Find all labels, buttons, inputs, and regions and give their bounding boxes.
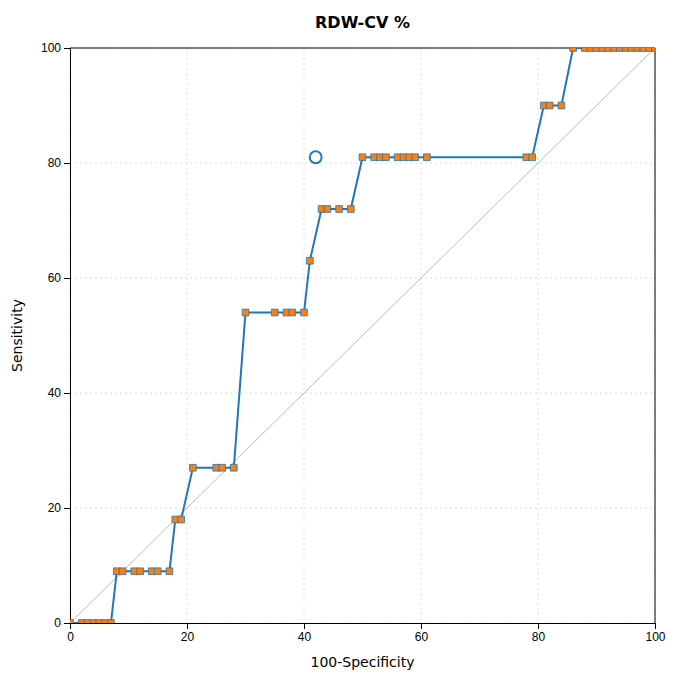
- grid-line-y: [70, 163, 655, 164]
- roc-marker: [383, 154, 390, 161]
- grid-line-y: [70, 508, 655, 509]
- x-axis-tick-mark: [421, 623, 422, 629]
- x-axis: 0 20 40 60 80 100: [67, 623, 666, 644]
- grid-line-x: [655, 48, 656, 623]
- roc-marker: [570, 48, 577, 51]
- roc-marker: [423, 154, 430, 161]
- x-axis-tick-label: 100: [645, 630, 665, 644]
- x-axis-title: 100-Specificity: [311, 654, 415, 670]
- x-axis-tick: 80: [532, 623, 546, 644]
- y-axis-title: Sensitivity: [9, 299, 25, 372]
- roc-marker: [242, 309, 249, 316]
- x-axis-tick: 60: [415, 623, 429, 644]
- title: RDW-CV %: [315, 13, 410, 32]
- roc-marker: [230, 464, 237, 471]
- y-axis-tick: 100: [41, 41, 70, 55]
- roc-marker: [289, 309, 296, 316]
- roc-marker: [306, 257, 313, 264]
- roc-marker: [137, 568, 144, 575]
- x-axis-tick-label: 60: [415, 630, 429, 644]
- roc-marker: [219, 464, 226, 471]
- y-axis-tick: 0: [54, 616, 70, 630]
- roc-marker: [412, 154, 419, 161]
- y-axis-tick-mark: [64, 163, 70, 164]
- x-axis-line: [71, 624, 656, 630]
- y-axis-tick-label: 100: [41, 41, 61, 55]
- grid-line-y: [70, 278, 655, 279]
- x-axis-tick: 0: [67, 623, 74, 644]
- y-axis-tick-label: 20: [48, 501, 62, 515]
- y-axis-tick: 20: [48, 501, 70, 515]
- x-axis-tick-mark: [304, 623, 305, 629]
- roc-marker: [166, 568, 173, 575]
- roc-marker: [119, 568, 126, 575]
- x-axis-tick-mark: [538, 623, 539, 629]
- roc-marker: [529, 154, 536, 161]
- x-axis-tick-mark: [187, 623, 188, 629]
- roc-marker: [271, 309, 278, 316]
- y-axis-line: [64, 49, 71, 624]
- roc-marker: [558, 102, 565, 109]
- reference-line: [70, 48, 655, 623]
- y-axis-tick: 40: [48, 386, 70, 400]
- x-axis-tick-label: 20: [181, 630, 195, 644]
- roc-line: [70, 48, 655, 623]
- roc-marker: [154, 568, 161, 575]
- y-axis-tick-mark: [64, 623, 70, 624]
- x-axis-tick: 40: [298, 623, 312, 644]
- roc-marker: [70, 620, 73, 623]
- y-axis-tick: 60: [48, 271, 70, 285]
- chart: 0 20 40 60 80 100 0 20 40 60 80 100 RDW-CV % 100-Spec…: [0, 0, 683, 685]
- roc-marker: [336, 206, 343, 213]
- grid-line-x: [304, 48, 305, 623]
- optimal-point: [310, 151, 322, 163]
- marks: [70, 48, 655, 623]
- x-axis-tick: 100: [645, 623, 665, 644]
- y-axis-tick-label: 40: [48, 386, 62, 400]
- grid-line-y: [70, 393, 655, 394]
- y-axis-tick: 80: [48, 156, 70, 170]
- x-axis-tick-label: 0: [67, 630, 74, 644]
- y-axis-tick-mark: [64, 508, 70, 509]
- roc-marker: [108, 620, 115, 623]
- roc-marker: [301, 309, 308, 316]
- roc-marker: [178, 516, 185, 523]
- roc-marker: [324, 206, 331, 213]
- plot: 0 20 40 60 80 100 0 20 40 60 80 100: [41, 41, 666, 643]
- grid-line-x: [421, 48, 422, 623]
- roc-marker: [359, 154, 366, 161]
- y-axis-tick-mark: [64, 48, 70, 49]
- y-axis: 0 20 40 60 80 100: [41, 41, 71, 630]
- x-axis-tick: 20: [181, 623, 195, 644]
- y-axis-tick-mark: [64, 278, 70, 279]
- x-axis-tick-mark: [655, 623, 656, 629]
- y-axis-tick-mark: [64, 393, 70, 394]
- roc-marker: [347, 206, 354, 213]
- frame-right: [655, 48, 656, 623]
- grid-line-x: [187, 48, 188, 623]
- grid: [70, 48, 655, 623]
- frame-top: [70, 48, 655, 49]
- x-axis-tick-label: 40: [298, 630, 312, 644]
- y-axis-tick-label: 0: [54, 616, 61, 630]
- y-axis-tick-label: 80: [48, 156, 62, 170]
- y-axis-tick-label: 60: [48, 271, 62, 285]
- roc-marker: [546, 102, 553, 109]
- grid-line-y: [70, 48, 655, 49]
- roc-marker: [189, 464, 196, 471]
- x-axis-tick-label: 80: [532, 630, 546, 644]
- roc-marker: [652, 48, 655, 51]
